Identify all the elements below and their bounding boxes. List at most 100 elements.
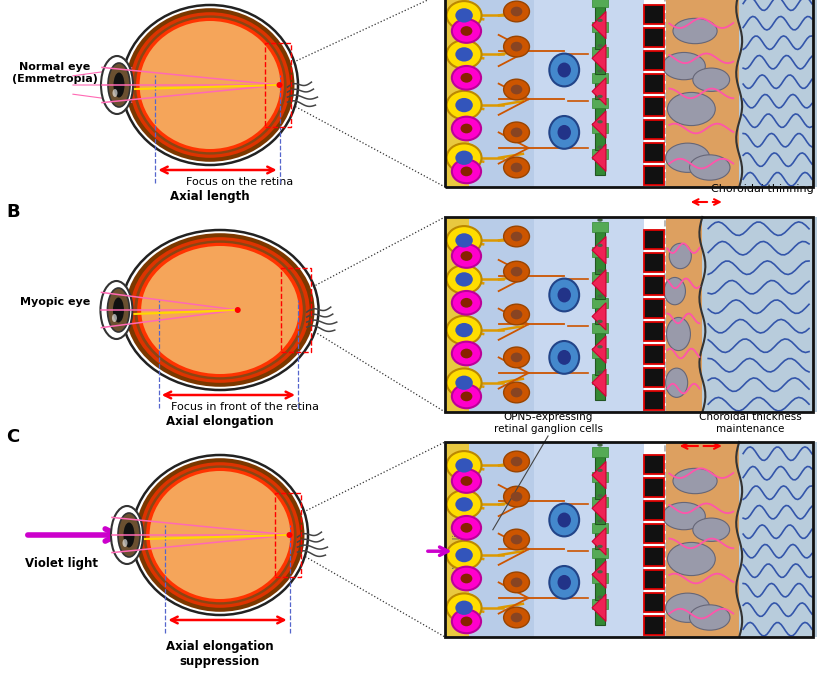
Ellipse shape: [557, 288, 571, 302]
Ellipse shape: [597, 520, 603, 522]
Ellipse shape: [461, 616, 472, 626]
Ellipse shape: [597, 545, 603, 548]
Bar: [644, 276, 663, 295]
Bar: [469, 0, 644, 187]
Text: Axial length: Axial length: [170, 190, 250, 203]
Bar: [595, 583, 605, 600]
Ellipse shape: [597, 70, 603, 73]
Ellipse shape: [503, 226, 529, 247]
Bar: [644, 479, 663, 497]
Ellipse shape: [455, 47, 473, 61]
Ellipse shape: [150, 471, 290, 599]
Polygon shape: [592, 462, 606, 489]
Ellipse shape: [511, 457, 522, 466]
Bar: [445, 442, 813, 637]
Bar: [265, 43, 291, 127]
Ellipse shape: [130, 237, 310, 383]
Ellipse shape: [597, 468, 603, 472]
Ellipse shape: [112, 314, 117, 322]
Ellipse shape: [452, 19, 481, 43]
Ellipse shape: [597, 294, 603, 298]
Text: C: C: [6, 428, 20, 446]
Text: Choroidal thickness
maintenance: Choroidal thickness maintenance: [699, 412, 801, 434]
Ellipse shape: [669, 243, 691, 269]
Ellipse shape: [461, 476, 472, 486]
Ellipse shape: [503, 451, 529, 472]
Polygon shape: [592, 495, 606, 522]
Bar: [592, 22, 608, 32]
Ellipse shape: [455, 548, 473, 562]
Polygon shape: [592, 45, 606, 72]
Bar: [275, 493, 301, 576]
Ellipse shape: [597, 595, 603, 599]
Bar: [644, 5, 663, 24]
Bar: [666, 442, 739, 637]
Bar: [592, 599, 608, 609]
Ellipse shape: [134, 240, 306, 379]
Bar: [592, 47, 608, 57]
Polygon shape: [592, 594, 606, 622]
Ellipse shape: [597, 44, 603, 47]
Ellipse shape: [511, 310, 522, 319]
Ellipse shape: [690, 605, 730, 630]
Bar: [644, 570, 663, 589]
Ellipse shape: [125, 233, 315, 387]
Bar: [534, 442, 644, 637]
Ellipse shape: [503, 347, 529, 368]
Ellipse shape: [140, 462, 300, 608]
Bar: [592, 548, 608, 558]
Ellipse shape: [461, 124, 472, 134]
Ellipse shape: [447, 40, 481, 69]
Ellipse shape: [503, 572, 529, 593]
Bar: [592, 273, 608, 282]
Ellipse shape: [447, 490, 481, 518]
Bar: [592, 221, 608, 232]
Text: Focus in front of the retina: Focus in front of the retina: [171, 402, 319, 412]
Ellipse shape: [511, 352, 522, 362]
Ellipse shape: [503, 1, 529, 22]
Bar: [595, 134, 605, 150]
Ellipse shape: [690, 155, 730, 180]
Bar: [595, 108, 605, 125]
Bar: [595, 7, 605, 23]
Bar: [595, 82, 605, 99]
Ellipse shape: [557, 575, 571, 590]
Ellipse shape: [447, 226, 481, 254]
Ellipse shape: [693, 518, 730, 541]
Bar: [644, 616, 663, 634]
Ellipse shape: [461, 523, 472, 533]
Ellipse shape: [461, 574, 472, 583]
Polygon shape: [592, 336, 606, 363]
Ellipse shape: [511, 387, 522, 398]
Ellipse shape: [455, 234, 473, 248]
Polygon shape: [592, 269, 606, 297]
Ellipse shape: [693, 68, 730, 91]
Ellipse shape: [597, 371, 603, 374]
Ellipse shape: [130, 12, 290, 158]
Bar: [644, 120, 663, 139]
Bar: [644, 28, 663, 47]
Ellipse shape: [452, 342, 481, 365]
Text: Axial elongation: Axial elongation: [166, 415, 274, 428]
Polygon shape: [592, 236, 606, 264]
Ellipse shape: [511, 535, 522, 544]
Bar: [445, 217, 469, 412]
Ellipse shape: [597, 345, 603, 348]
Ellipse shape: [511, 128, 522, 137]
Bar: [595, 558, 605, 574]
Text: B: B: [6, 203, 20, 221]
Ellipse shape: [666, 368, 688, 398]
Bar: [644, 299, 663, 318]
Polygon shape: [592, 528, 606, 555]
Bar: [644, 143, 663, 162]
Ellipse shape: [511, 492, 522, 502]
Ellipse shape: [126, 8, 294, 162]
Ellipse shape: [511, 232, 522, 242]
Bar: [592, 522, 608, 533]
Bar: [644, 230, 663, 249]
Ellipse shape: [503, 529, 529, 550]
Ellipse shape: [447, 91, 481, 119]
Ellipse shape: [452, 516, 481, 539]
Ellipse shape: [132, 455, 308, 615]
Ellipse shape: [503, 122, 529, 142]
